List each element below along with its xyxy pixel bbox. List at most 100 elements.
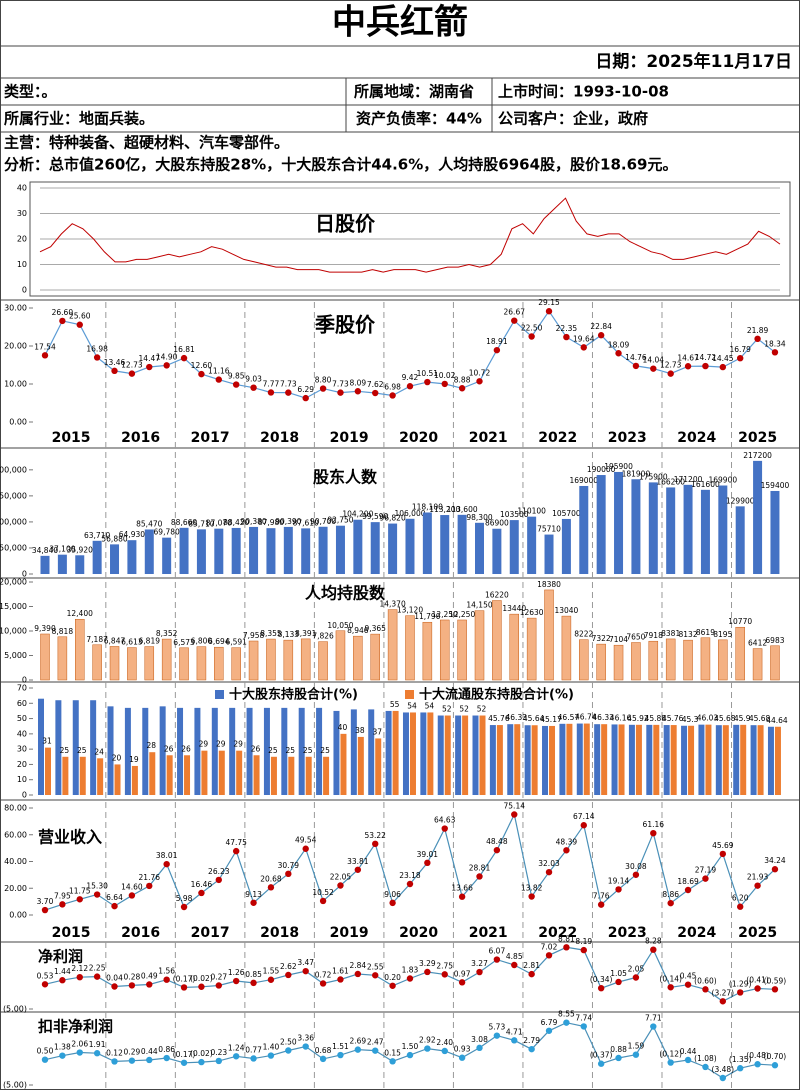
point bbox=[354, 970, 362, 978]
point bbox=[563, 847, 570, 854]
bar bbox=[75, 618, 85, 681]
bar bbox=[735, 506, 745, 574]
year-label: 2017 bbox=[191, 430, 230, 446]
point bbox=[476, 1044, 483, 1052]
point bbox=[111, 902, 118, 910]
point bbox=[215, 982, 222, 989]
bar bbox=[249, 526, 259, 574]
bar bbox=[733, 724, 740, 795]
bar bbox=[635, 724, 642, 795]
bar bbox=[229, 707, 236, 795]
point bbox=[737, 903, 744, 910]
bar bbox=[246, 707, 253, 795]
value-label: 6.29 bbox=[297, 385, 314, 394]
year-label: 2025 bbox=[738, 430, 777, 446]
point bbox=[580, 344, 587, 351]
y-tick-label: 5,000 bbox=[4, 651, 27, 660]
point bbox=[93, 1050, 101, 1057]
value-label: 181900 bbox=[622, 469, 651, 478]
value-label: 18.34 bbox=[764, 339, 786, 348]
bar bbox=[531, 725, 538, 795]
bar bbox=[496, 725, 503, 795]
bar bbox=[201, 750, 208, 795]
year-label: 2019 bbox=[330, 430, 369, 446]
point bbox=[754, 1061, 761, 1068]
value-label: (1.29) bbox=[729, 979, 752, 988]
point bbox=[111, 367, 118, 375]
point bbox=[771, 986, 779, 993]
date: 日期：2025年11月17日 bbox=[595, 51, 792, 72]
bar bbox=[614, 471, 624, 574]
value-label: 63,710 bbox=[84, 531, 110, 540]
bar bbox=[653, 724, 660, 795]
value-label: 75.14 bbox=[504, 802, 526, 811]
point bbox=[511, 811, 518, 818]
y-tick-label: 0 bbox=[22, 570, 27, 579]
value-label: 37 bbox=[372, 727, 382, 736]
value-label: 86900 bbox=[485, 519, 509, 528]
value-label: 11.16 bbox=[208, 367, 230, 376]
value-label: 3.47 bbox=[297, 958, 314, 967]
point bbox=[146, 1056, 153, 1064]
value-label: 25.60 bbox=[69, 312, 91, 321]
point bbox=[41, 352, 49, 359]
point bbox=[684, 886, 692, 894]
value-label: (0.70) bbox=[764, 1052, 787, 1061]
bar bbox=[566, 723, 573, 795]
value-label: 2.75 bbox=[436, 961, 453, 970]
value-label: 1.26 bbox=[228, 968, 245, 977]
value-label: 8.09 bbox=[349, 378, 366, 387]
value-label: 1.38 bbox=[54, 1043, 71, 1052]
value-label: 21.93 bbox=[747, 873, 769, 882]
bar bbox=[253, 755, 260, 795]
value-label: 2.92 bbox=[419, 1036, 436, 1045]
point bbox=[545, 952, 553, 959]
value-label: 8,818 bbox=[52, 627, 74, 636]
value-label: 16.81 bbox=[173, 345, 195, 354]
value-label: 13.46 bbox=[104, 358, 126, 367]
point bbox=[59, 1052, 66, 1059]
value-label: 26 bbox=[164, 744, 174, 753]
value-label: 29 bbox=[216, 740, 226, 749]
bar bbox=[681, 725, 688, 795]
point bbox=[111, 983, 118, 990]
point bbox=[441, 971, 448, 978]
point bbox=[632, 871, 640, 878]
value-label: 18.91 bbox=[486, 337, 508, 346]
point bbox=[406, 880, 414, 888]
bar bbox=[688, 725, 695, 795]
value-label: 90,380 bbox=[240, 517, 266, 526]
y-tick-label: 20.00 bbox=[4, 884, 27, 893]
value-label: (0.59) bbox=[764, 976, 787, 985]
bar bbox=[166, 755, 173, 795]
value-label: 6,694 bbox=[208, 637, 230, 646]
value-label: 2.79 bbox=[523, 1036, 540, 1045]
value-label: (0.60) bbox=[694, 976, 717, 985]
point bbox=[180, 903, 188, 911]
value-label: 2.40 bbox=[436, 1038, 453, 1047]
point bbox=[667, 370, 674, 377]
value-label: 75710 bbox=[537, 525, 561, 534]
bar bbox=[715, 725, 722, 795]
value-label: 7.76 bbox=[593, 892, 610, 901]
value-label: 1.44 bbox=[54, 967, 71, 976]
value-label: 45.9 bbox=[734, 714, 751, 723]
point bbox=[528, 970, 535, 978]
year-label: 2016 bbox=[121, 430, 160, 446]
value-label: 46.33 bbox=[506, 713, 528, 722]
point bbox=[580, 1023, 587, 1030]
value-label: 8.28 bbox=[645, 937, 662, 946]
bar bbox=[631, 479, 641, 574]
point bbox=[76, 321, 83, 328]
point bbox=[597, 984, 605, 992]
y-tick-label: 10,000 bbox=[0, 627, 27, 636]
y-tick-label: 40.00 bbox=[4, 857, 27, 866]
bar bbox=[559, 723, 566, 795]
bar bbox=[179, 647, 189, 681]
value-label: 45.3 bbox=[682, 715, 699, 724]
value-label: 0.93 bbox=[454, 1045, 471, 1054]
value-label: 45.88 bbox=[645, 714, 667, 723]
bar bbox=[109, 646, 120, 681]
value-label: 18.09 bbox=[608, 340, 630, 349]
value-label: 13040 bbox=[554, 606, 578, 615]
